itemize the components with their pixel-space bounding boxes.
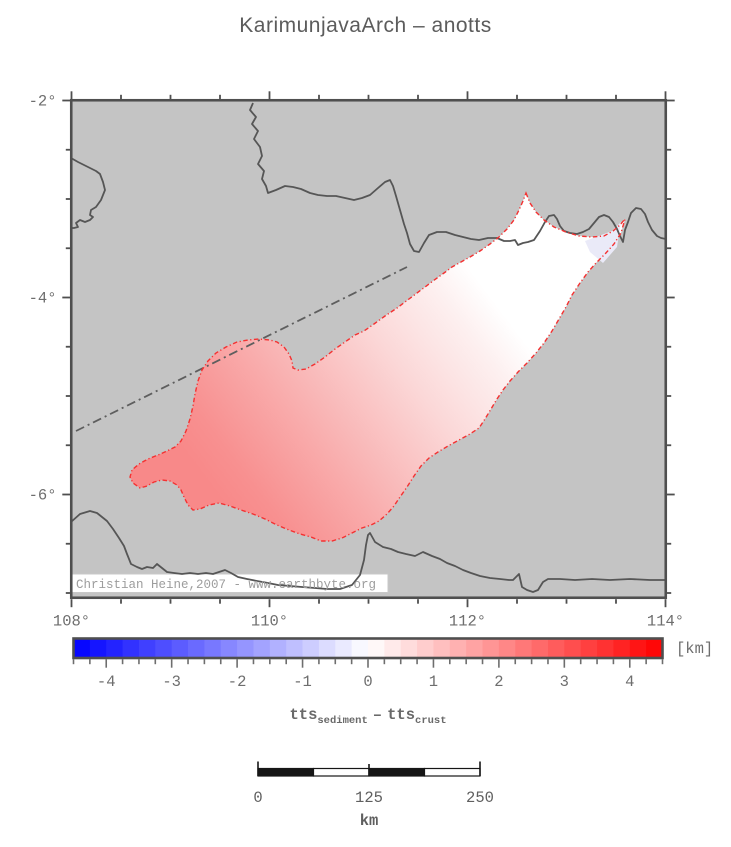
colorbar-cell	[515, 638, 533, 658]
y-axis-tick-label: -4°	[29, 290, 57, 308]
region-boundary-outline	[129, 191, 626, 542]
colorbar-cell	[188, 638, 205, 658]
colorbar-tick-label: 2	[494, 673, 503, 691]
colorbar-cell	[122, 638, 140, 658]
y-axis-tick-label: -6°	[29, 487, 57, 505]
colorbar-cell	[335, 638, 353, 658]
colorbar-cell	[433, 638, 451, 658]
colorbar-cell	[368, 638, 385, 658]
colorbar-tick-label: 4	[625, 673, 634, 691]
axis-tick-labels: 108° 110° 112° 114° -2° -4° -6°	[29, 93, 685, 631]
scalebar-segment	[368, 767, 426, 777]
colorbar-border	[72, 637, 664, 660]
colorbar-cells	[73, 638, 663, 658]
scalebar-segment	[423, 767, 481, 777]
coastline-borneo	[249, 102, 667, 253]
colorbar-cell	[138, 638, 156, 658]
colorbar-cell	[629, 638, 647, 658]
scalebar-tick-label: 0	[253, 789, 262, 807]
colorbar-cell	[237, 638, 254, 658]
colorbar-cell	[106, 638, 123, 658]
colorbar-cell	[646, 638, 663, 658]
colorbar-cell	[400, 638, 418, 658]
colorbar-cell	[482, 638, 500, 658]
colorbar-cell	[73, 638, 91, 658]
coastline-west-island	[70, 157, 106, 229]
colorbar-unit-label: [km]	[676, 640, 713, 658]
karimunjava-arch-region	[130, 193, 625, 541]
colorbar-tick-label: 1	[429, 673, 438, 691]
colorbar-cell	[302, 638, 320, 658]
colorbar-cell	[286, 638, 303, 658]
colorbar-cell	[204, 638, 222, 658]
colorbar-tick-label: -3	[162, 673, 181, 691]
scalebar-end-ticks	[257, 761, 481, 776]
colorbar-cell	[580, 638, 598, 658]
difference-quantity-label: ttssediment – ttscrust	[289, 706, 446, 727]
colorbar-tick-label: -1	[293, 673, 312, 691]
negative-value-patch	[585, 222, 621, 263]
map-frame	[69, 98, 668, 600]
scalebar-tick-label: 250	[466, 789, 494, 807]
colorbar-cell	[417, 638, 434, 658]
colorbar-cell	[89, 638, 107, 658]
fault-lineament-line	[75, 266, 408, 432]
x-axis-tick-label: 108°	[53, 613, 90, 631]
colorbar-cell	[155, 638, 173, 658]
distance-scalebar: 0 125 250 km	[253, 761, 494, 830]
colorbar-tick-label: 3	[560, 673, 569, 691]
scalebar-unit-label: km	[360, 812, 379, 830]
colorbar-cell	[384, 638, 402, 658]
y-axis-tick-label: -2°	[29, 93, 57, 111]
colorbar-cell	[564, 638, 582, 658]
coastline-java	[70, 510, 666, 593]
colorbar-cell	[253, 638, 271, 658]
colorbar-tick-label: -2	[228, 673, 247, 691]
colorbar-tick-labels: -4 -3 -2 -1 0 1 2 3 4	[97, 673, 635, 691]
colorbar-cell	[171, 638, 189, 658]
colorbar-cell	[498, 638, 516, 658]
colorbar-ticks	[72, 659, 664, 668]
scalebar-segment	[257, 767, 315, 777]
colorbar-tick-label: 0	[363, 673, 372, 691]
scalebar-segment	[312, 767, 370, 777]
x-axis-tick-label: 114°	[647, 613, 684, 631]
colorbar: -4 -3 -2 -1 0 1 2 3 4 [km]	[72, 637, 713, 691]
colorbar-cell	[597, 638, 614, 658]
colorbar-cell	[547, 638, 565, 658]
colorbar-cell	[466, 638, 483, 658]
axis-ticks	[62, 91, 675, 608]
colorbar-cell	[351, 638, 369, 658]
scalebar-tick-label: 125	[355, 789, 383, 807]
page-title: KarimunjavaArch – anotts	[239, 14, 492, 37]
colorbar-cell	[531, 638, 549, 658]
colorbar-cell	[269, 638, 287, 658]
scalebar-labels: 0 125 250	[253, 789, 494, 807]
colorbar-cell	[613, 638, 631, 658]
attribution-text: Christian Heine,2007 - www.earthbyte.org	[76, 578, 376, 592]
colorbar-cell	[449, 638, 467, 658]
x-axis-tick-label: 112°	[449, 613, 486, 631]
colorbar-tick-label: -4	[97, 673, 116, 691]
x-axis-tick-label: 110°	[251, 613, 288, 631]
colorbar-cell	[220, 638, 238, 658]
colorbar-cell	[318, 638, 336, 658]
